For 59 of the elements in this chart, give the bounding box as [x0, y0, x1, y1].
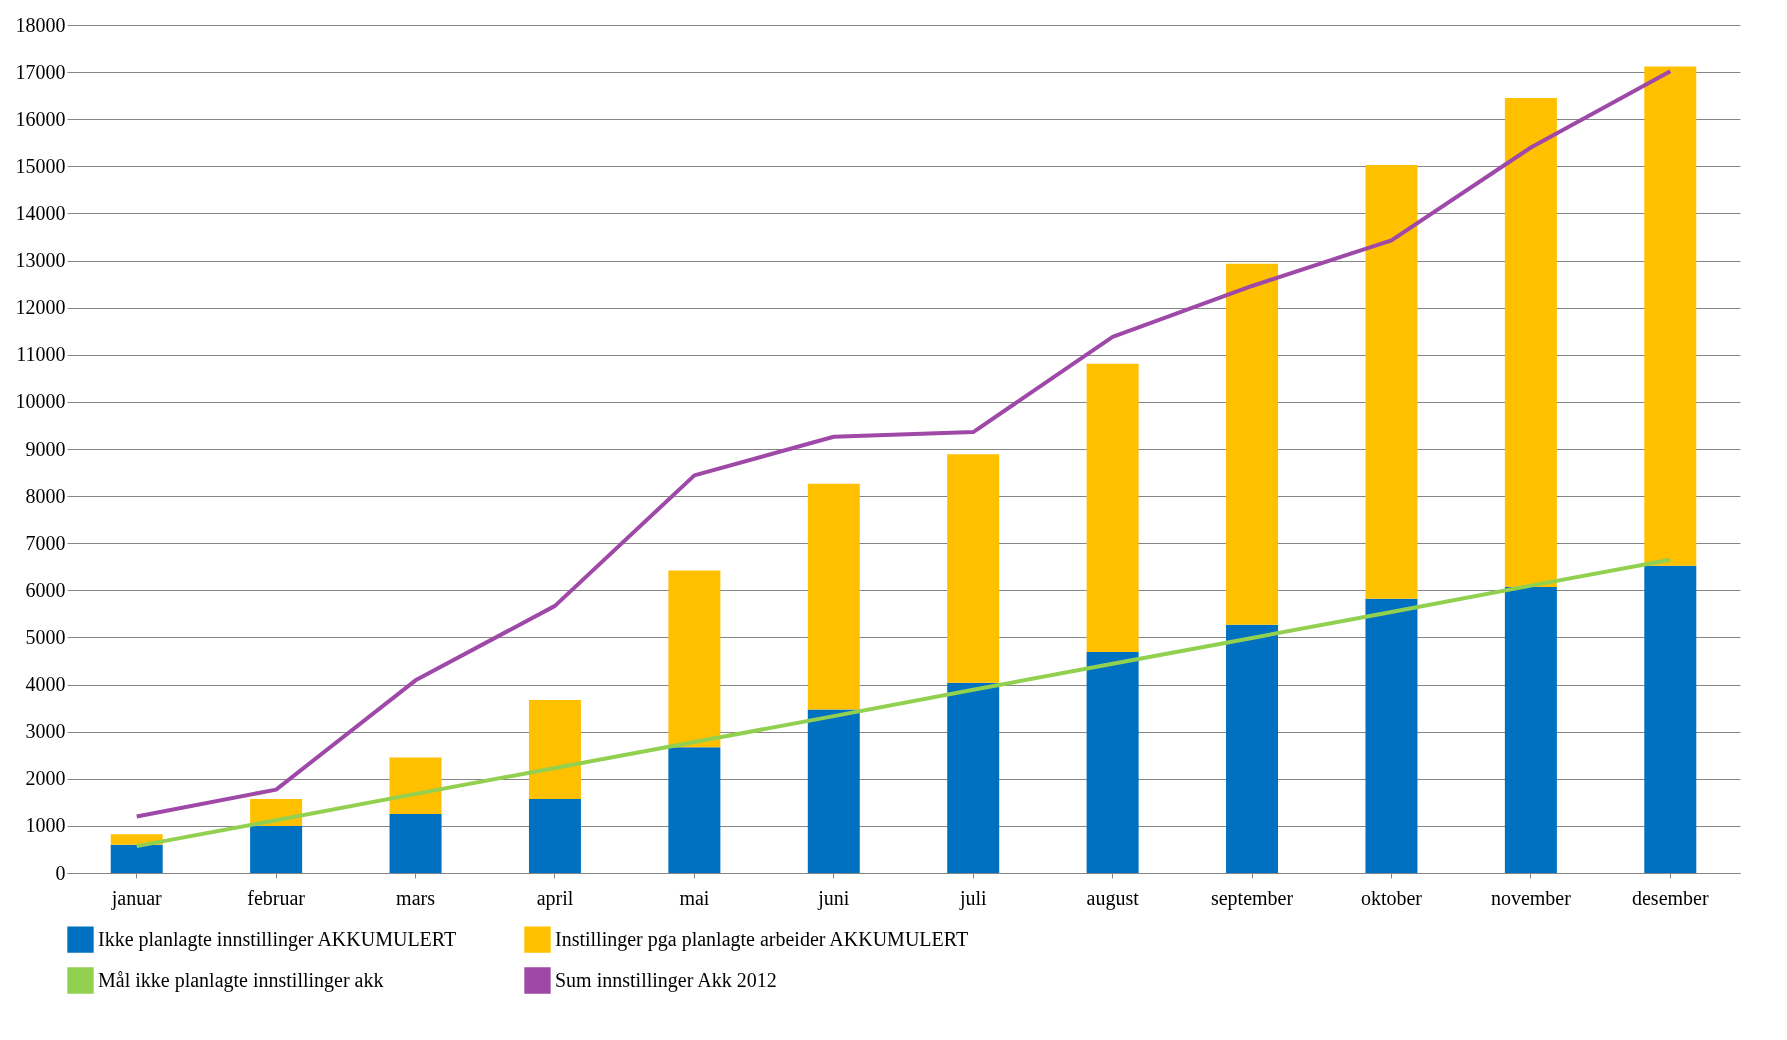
y-tick-label: 6000 — [25, 578, 66, 601]
bar — [947, 682, 1000, 873]
bar — [1504, 98, 1557, 588]
y-tick-label: 11000 — [16, 343, 66, 366]
y-tick-label: 18000 — [15, 13, 66, 36]
y-tick-label: 0 — [55, 861, 66, 884]
y-tick-label: 14000 — [15, 201, 66, 224]
bar — [1226, 263, 1279, 625]
bar — [1226, 624, 1279, 873]
bar — [389, 757, 442, 815]
y-tick-label: 2000 — [25, 767, 66, 790]
x-tick-label: juni — [817, 886, 850, 910]
y-tick-label: 3000 — [25, 720, 66, 743]
y-tick-label: 16000 — [15, 107, 66, 130]
legend-label: Instillinger pga planlagte arbeider AKKUMULERT — [555, 927, 969, 951]
x-tick-label: juli — [958, 886, 987, 910]
bar — [528, 700, 581, 800]
legend-label: Ikke planlagte innstillinger AKKUMULERT — [98, 927, 457, 951]
y-tick-label: 9000 — [25, 437, 66, 460]
bar — [1365, 598, 1418, 873]
bar — [807, 483, 860, 710]
bar — [668, 747, 721, 873]
line-series — [134, 69, 1673, 819]
bar — [1086, 363, 1139, 653]
x-tick-label: april — [536, 886, 574, 910]
bar — [1365, 164, 1418, 599]
bar — [1504, 587, 1557, 873]
y-tick-label: 8000 — [25, 484, 66, 507]
bar — [250, 825, 303, 873]
bar — [110, 844, 163, 873]
y-tick-label: 4000 — [25, 673, 66, 696]
x-tick-label: september — [1210, 886, 1294, 910]
bar — [1644, 565, 1697, 873]
y-tick-label: 12000 — [15, 296, 66, 319]
x-tick-label: november — [1490, 886, 1572, 909]
x-tick-label: mai — [679, 886, 710, 909]
bar — [947, 454, 1000, 683]
y-tick-label: 17000 — [15, 60, 66, 83]
y-tick-label: 1000 — [25, 814, 66, 837]
bar — [1086, 652, 1139, 873]
x-tick-label: august — [1086, 886, 1140, 910]
legend-label: Sum innstillinger Akk 2012 — [555, 968, 777, 992]
x-tick-label: mars — [396, 886, 436, 909]
bar — [389, 814, 442, 873]
bar — [668, 570, 721, 748]
x-tick-label: oktober — [1360, 886, 1423, 909]
x-tick-label: januar — [110, 886, 163, 910]
x-tick-label: februar — [247, 886, 306, 909]
x-tick-label: desember — [1631, 886, 1709, 909]
bar — [528, 799, 581, 873]
y-tick-label: 15000 — [15, 154, 66, 177]
y-tick-label: 5000 — [25, 625, 66, 648]
bar — [1644, 66, 1697, 566]
y-tick-label: 10000 — [15, 390, 66, 413]
bar — [807, 709, 860, 873]
y-tick-label: 13000 — [15, 249, 66, 272]
legend-label: Mål ikke planlagte innstillinger akk — [98, 968, 384, 992]
y-tick-label: 7000 — [25, 531, 66, 554]
line-series — [134, 557, 1673, 849]
